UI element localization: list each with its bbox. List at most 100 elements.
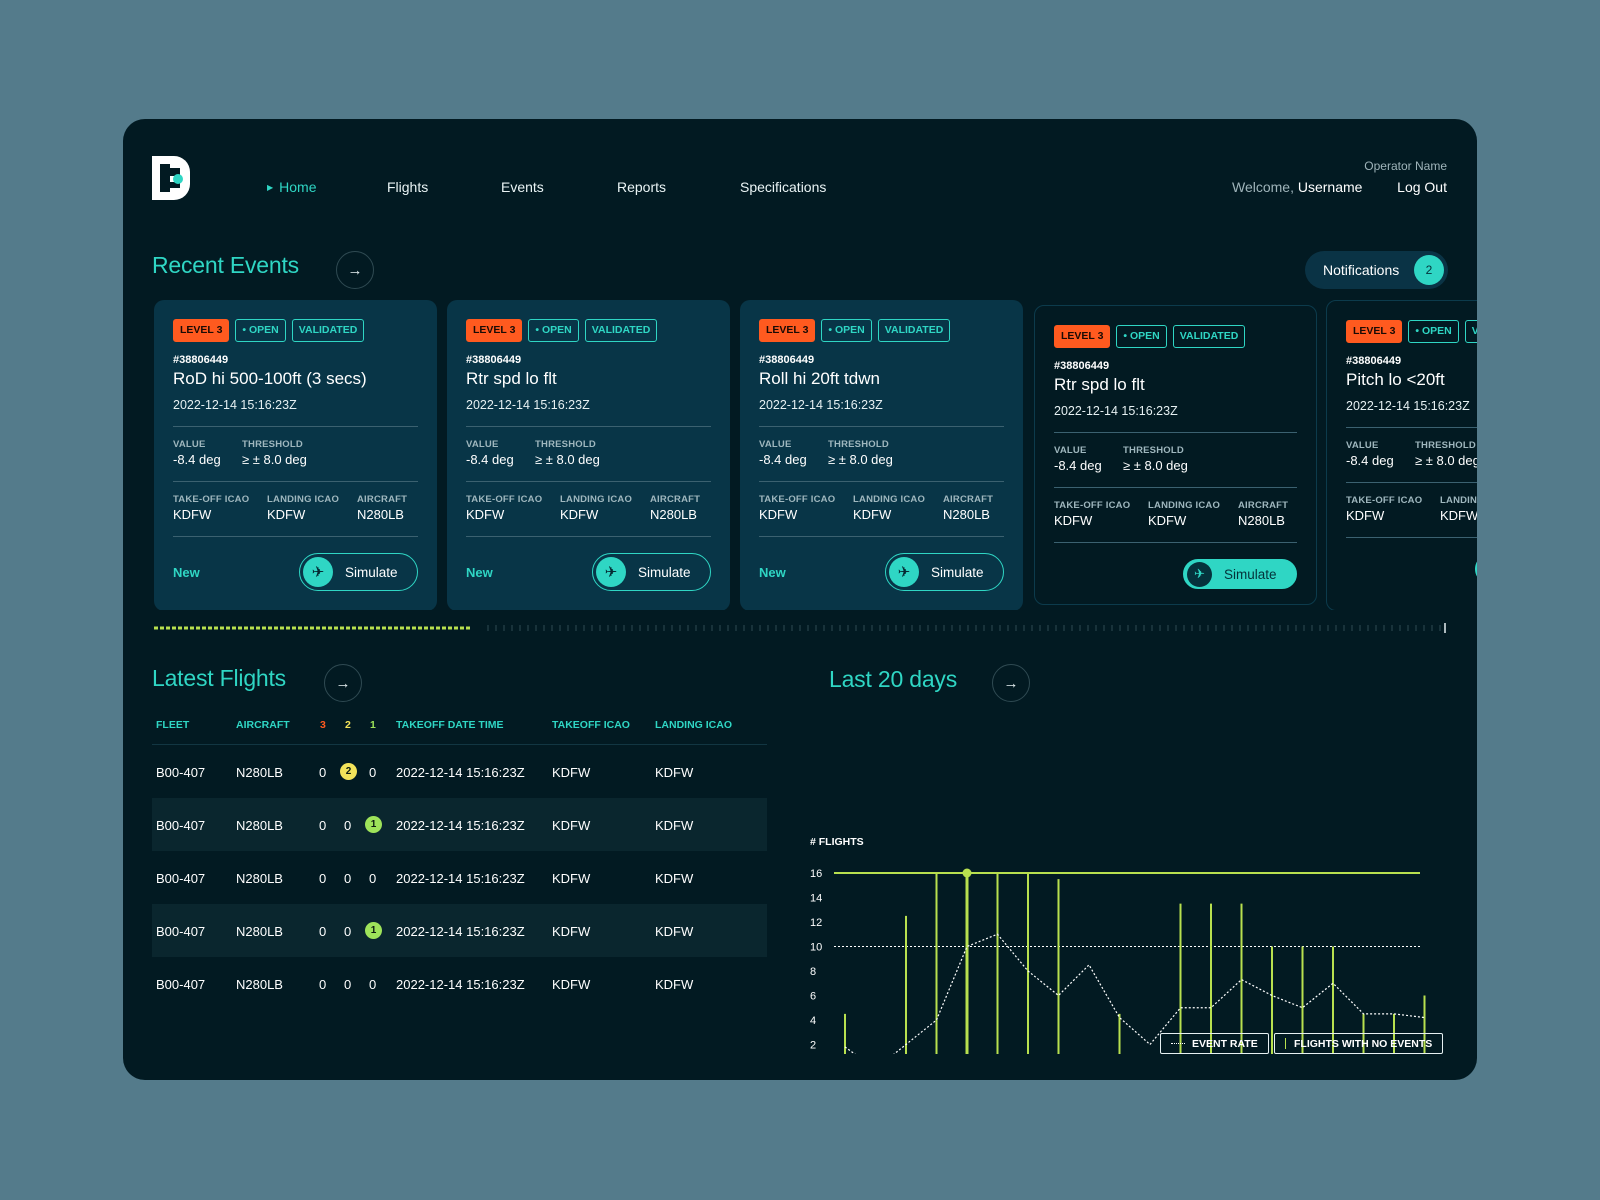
level-badge: LEVEL 3 bbox=[759, 319, 816, 342]
event-rate-point[interactable] bbox=[1210, 1006, 1213, 1009]
event-rate-point[interactable] bbox=[935, 1019, 938, 1022]
arrow-right-icon: → bbox=[347, 261, 363, 279]
simulate-button[interactable]: ✈ Simulate bbox=[299, 553, 418, 591]
icao-row: TAKE-OFF ICAO KDFW LANDING ICAO KDFW AIRCR… bbox=[173, 494, 418, 522]
level-count: 0 bbox=[369, 977, 377, 992]
cell-landing-icao: KDFW bbox=[655, 924, 694, 939]
cell-fleet: B00-407 bbox=[156, 871, 206, 886]
latest-flights-arrow-button[interactable]: → bbox=[324, 664, 362, 702]
y-tick-label: 6 bbox=[810, 991, 816, 1003]
chart-arrow-button[interactable]: → bbox=[992, 664, 1030, 702]
event-rate-point[interactable] bbox=[1301, 1006, 1304, 1009]
recent-events-arrow-button[interactable]: → bbox=[336, 251, 374, 289]
col-fleet[interactable]: FLEET bbox=[156, 718, 190, 731]
landing-label: LANDING ICAO bbox=[1440, 495, 1477, 506]
table-row[interactable]: B00-407 N280LB 0 0 1 2022-12-14 15:16:23… bbox=[152, 904, 767, 957]
cell-landing-icao: KDFW bbox=[655, 818, 694, 833]
cell-takeoff-icao: KDFW bbox=[552, 871, 591, 886]
y-tick-label: 2 bbox=[810, 1040, 816, 1052]
table-row[interactable]: B00-407 N280LB 0 2 0 2022-12-14 15:16:23… bbox=[152, 745, 767, 798]
event-title[interactable]: Rtr spd lo flt bbox=[1054, 375, 1145, 394]
event-landing-icao: KDFW bbox=[560, 507, 599, 522]
event-rate-point[interactable] bbox=[1149, 1043, 1152, 1046]
legend-no-events[interactable]: FLIGHTS WITH NO EVENTS bbox=[1274, 1033, 1444, 1054]
event-rate-point[interactable] bbox=[1088, 963, 1091, 966]
logout-link[interactable]: Log Out bbox=[1397, 179, 1447, 195]
event-rate-point[interactable] bbox=[1118, 1016, 1121, 1019]
event-tags: LEVEL 3 • OPEN VALIDATED bbox=[1054, 325, 1297, 348]
level-count-badge: 1 bbox=[365, 816, 382, 833]
takeoff-label: TAKE-OFF ICAO bbox=[1346, 495, 1423, 506]
notifications-label: Notifications bbox=[1323, 262, 1400, 278]
col-takeoff-datetime[interactable]: TAKEOFF DATE TIME bbox=[396, 718, 504, 731]
legend-event-rate[interactable]: EVENT RATE bbox=[1160, 1033, 1269, 1054]
nav-events[interactable]: Events bbox=[501, 179, 544, 195]
event-rate-point[interactable] bbox=[966, 945, 969, 948]
event-rate-point[interactable] bbox=[844, 1045, 847, 1048]
event-rate-point[interactable] bbox=[1393, 1012, 1396, 1015]
event-card[interactable]: LEVEL 3 • OPEN VALIDATED #38806449 Rtr s… bbox=[1034, 305, 1317, 605]
simulate-button[interactable]: ✈ Simulate bbox=[1475, 554, 1477, 584]
event-rate-point[interactable] bbox=[1271, 994, 1274, 997]
threshold-label: THRESHOLD bbox=[1123, 445, 1184, 456]
aircraft-label: AIRCRAFT bbox=[650, 494, 701, 505]
event-rate-point[interactable] bbox=[1240, 978, 1243, 981]
table-row[interactable]: B00-407 N280LB 0 0 0 2022-12-14 15:16:23… bbox=[152, 851, 767, 904]
event-rate-point[interactable] bbox=[1027, 970, 1030, 973]
nav-home[interactable]: ▶ Home bbox=[267, 179, 317, 195]
table-row[interactable]: B00-407 N280LB 0 0 0 2022-12-14 15:16:23… bbox=[152, 957, 767, 1010]
col-level-2[interactable]: 2 bbox=[345, 718, 351, 731]
username[interactable]: Username bbox=[1297, 179, 1363, 195]
table-body: B00-407 N280LB 0 2 0 2022-12-14 15:16:23… bbox=[152, 745, 767, 1010]
col-aircraft[interactable]: AIRCRAFT bbox=[236, 718, 290, 731]
event-title[interactable]: Rtr spd lo flt bbox=[466, 369, 557, 388]
simulate-button[interactable]: ✈ Simulate bbox=[592, 553, 711, 591]
event-value: -8.4 deg bbox=[1054, 458, 1102, 473]
event-rate-point[interactable] bbox=[1057, 994, 1060, 997]
threshold-label: THRESHOLD bbox=[1415, 440, 1476, 451]
table-header: FLEET AIRCRAFT 3 2 1 TAKEOFF DATE TIME T… bbox=[152, 705, 767, 745]
event-rate-point[interactable] bbox=[996, 933, 999, 936]
event-card[interactable]: LEVEL 3 • OPEN VALIDATED #38806449 Roll … bbox=[740, 300, 1023, 610]
event-threshold: ≥ ± 8.0 deg bbox=[1415, 453, 1477, 468]
event-rate-point[interactable] bbox=[1179, 1006, 1182, 1009]
event-card[interactable]: LEVEL 3 • OPEN VALIDATED #38806449 Pitch… bbox=[1326, 300, 1477, 610]
event-rate-point[interactable] bbox=[1362, 1012, 1365, 1015]
event-title[interactable]: Roll hi 20ft tdwn bbox=[759, 369, 880, 388]
level-count: 0 bbox=[369, 765, 377, 780]
col-level-3[interactable]: 3 bbox=[320, 718, 326, 731]
notifications-button[interactable]: Notifications 2 bbox=[1305, 251, 1448, 289]
col-landing-icao[interactable]: LANDING ICAO bbox=[655, 718, 732, 731]
event-rate-point[interactable] bbox=[905, 1043, 908, 1046]
nav-specifications[interactable]: Specifications bbox=[740, 179, 827, 195]
cell-landing-icao: KDFW bbox=[655, 765, 694, 780]
divider bbox=[1054, 542, 1297, 543]
nav-reports[interactable]: Reports bbox=[617, 179, 667, 195]
event-card[interactable]: LEVEL 3 • OPEN VALIDATED #38806449 Rtr s… bbox=[447, 300, 730, 610]
event-id: #38806449 bbox=[466, 354, 522, 366]
highlight-marker[interactable] bbox=[962, 868, 972, 878]
event-title[interactable]: RoD hi 500-100ft (3 secs) bbox=[173, 369, 367, 388]
cell-takeoff-datetime: 2022-12-14 15:16:23Z bbox=[396, 924, 525, 939]
level-count: 0 bbox=[369, 871, 377, 886]
divider bbox=[466, 536, 711, 537]
open-badge: • OPEN bbox=[235, 319, 286, 342]
level-badge: LEVEL 3 bbox=[1054, 325, 1111, 348]
carousel-scroll-indicator[interactable] bbox=[154, 623, 1447, 633]
event-rate-point[interactable] bbox=[1332, 982, 1335, 985]
event-rate-point[interactable] bbox=[1423, 1016, 1426, 1019]
card-footer: New ✈ Simulate bbox=[759, 553, 1004, 591]
simulate-button[interactable]: ✈ Simulate bbox=[885, 553, 1004, 591]
event-title[interactable]: Pitch lo <20ft bbox=[1346, 370, 1445, 389]
table-row[interactable]: B00-407 N280LB 0 0 1 2022-12-14 15:16:23… bbox=[152, 798, 767, 851]
company-logo[interactable] bbox=[152, 156, 190, 200]
simulate-button[interactable]: ✈ Simulate bbox=[1183, 559, 1297, 589]
nav-flights[interactable]: Flights bbox=[387, 179, 429, 195]
event-takeoff-icao: KDFW bbox=[1346, 508, 1385, 523]
dotted-line-icon bbox=[1171, 1043, 1185, 1044]
col-takeoff-icao[interactable]: TAKEOFF ICAO bbox=[552, 718, 630, 731]
col-level-1[interactable]: 1 bbox=[370, 718, 376, 731]
threshold-label: THRESHOLD bbox=[828, 439, 889, 450]
event-card[interactable]: LEVEL 3 • OPEN VALIDATED #38806449 RoD h… bbox=[154, 300, 437, 610]
airplane-icon: ✈ bbox=[303, 557, 333, 587]
